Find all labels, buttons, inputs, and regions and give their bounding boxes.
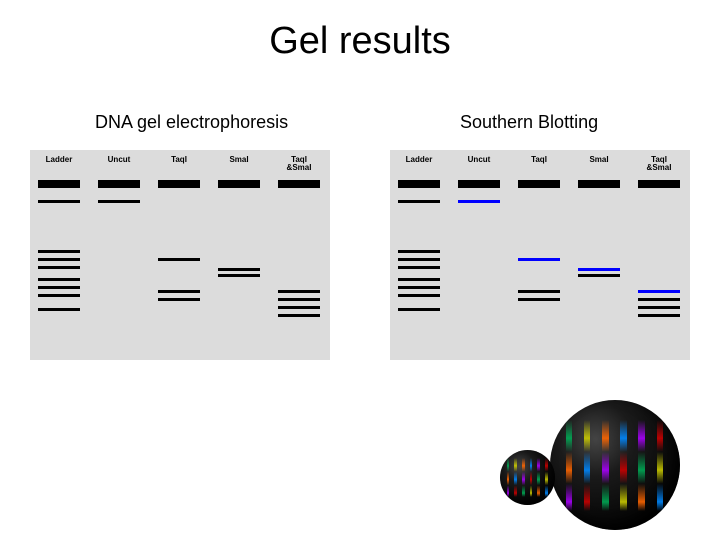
gel-band bbox=[38, 250, 80, 253]
gel-band bbox=[278, 298, 320, 301]
gel-band bbox=[638, 180, 680, 188]
deco-stripe bbox=[537, 458, 540, 497]
deco-stripe bbox=[657, 420, 664, 511]
deco-sphere-small bbox=[500, 450, 555, 505]
panel-subtitle-right: Southern Blotting bbox=[460, 112, 598, 133]
gel-band bbox=[38, 258, 80, 261]
deco-stripe bbox=[584, 420, 591, 511]
lane-label: TaqI bbox=[156, 156, 202, 164]
lane-label: TaqI bbox=[516, 156, 562, 164]
gel-band bbox=[578, 274, 620, 277]
gel-band bbox=[518, 258, 560, 261]
gel-band bbox=[38, 266, 80, 269]
lane: TaqI&SmaI bbox=[636, 150, 682, 360]
gel-band bbox=[38, 278, 80, 281]
gel-band bbox=[38, 200, 80, 203]
lane-label: TaqI&SmaI bbox=[276, 156, 322, 172]
gel-band bbox=[98, 180, 140, 188]
lane-label: SmaI bbox=[576, 156, 622, 164]
lane: SmaI bbox=[576, 150, 622, 360]
gel-band bbox=[398, 294, 440, 297]
gel-band bbox=[98, 200, 140, 203]
gel-band bbox=[278, 306, 320, 309]
gel-band bbox=[278, 180, 320, 188]
gel-band bbox=[158, 298, 200, 301]
lane: Ladder bbox=[396, 150, 442, 360]
gel-band bbox=[518, 180, 560, 188]
deco-stripe bbox=[530, 458, 533, 497]
gel-band bbox=[518, 298, 560, 301]
gel-band bbox=[398, 200, 440, 203]
gel-band bbox=[278, 290, 320, 293]
lane: Uncut bbox=[456, 150, 502, 360]
gel-band bbox=[518, 290, 560, 293]
gel-band bbox=[638, 306, 680, 309]
gel-band bbox=[278, 314, 320, 317]
panel-subtitle-left: DNA gel electrophoresis bbox=[95, 112, 288, 133]
gel-band bbox=[38, 286, 80, 289]
deco-stripe bbox=[602, 420, 609, 511]
gel-panel-right: Ladder Uncut TaqI SmaI TaqI&SmaI bbox=[390, 150, 690, 360]
lane: Uncut bbox=[96, 150, 142, 360]
deco-stripe bbox=[566, 420, 573, 511]
gel-band bbox=[578, 180, 620, 188]
gel-band bbox=[218, 274, 260, 277]
gel-band bbox=[638, 290, 680, 293]
gel-band bbox=[38, 308, 80, 311]
gel-band bbox=[218, 268, 260, 271]
gel-band bbox=[398, 266, 440, 269]
gel-panel-left: Ladder Uncut TaqI SmaI TaqI&SmaI bbox=[30, 150, 330, 360]
gel-band bbox=[458, 180, 500, 188]
lane: TaqI bbox=[516, 150, 562, 360]
gel-band bbox=[398, 258, 440, 261]
gel-band bbox=[458, 200, 500, 203]
gel-band bbox=[398, 180, 440, 188]
gel-band bbox=[218, 180, 260, 188]
lane: Ladder bbox=[36, 150, 82, 360]
deco-stripe bbox=[507, 458, 510, 497]
deco-stripe bbox=[522, 458, 525, 497]
deco-stripe bbox=[545, 458, 548, 497]
page-title: Gel results bbox=[0, 20, 720, 63]
deco-stripe bbox=[638, 420, 645, 511]
gel-band bbox=[398, 286, 440, 289]
deco-sphere-big bbox=[550, 400, 680, 530]
lane-label: Ladder bbox=[396, 156, 442, 164]
lane: SmaI bbox=[216, 150, 262, 360]
lane: TaqI&SmaI bbox=[276, 150, 322, 360]
gel-band bbox=[638, 314, 680, 317]
gel-band bbox=[398, 278, 440, 281]
deco-stripe bbox=[514, 458, 517, 497]
lane-label: Uncut bbox=[456, 156, 502, 164]
lane-label: Uncut bbox=[96, 156, 142, 164]
gel-band bbox=[398, 308, 440, 311]
gel-band bbox=[638, 298, 680, 301]
gel-band bbox=[398, 250, 440, 253]
deco-stripe bbox=[620, 420, 627, 511]
gel-band bbox=[578, 268, 620, 271]
gel-band bbox=[38, 294, 80, 297]
gel-band bbox=[158, 180, 200, 188]
gel-band bbox=[158, 258, 200, 261]
lane: TaqI bbox=[156, 150, 202, 360]
lane-label: SmaI bbox=[216, 156, 262, 164]
lane-label: TaqI&SmaI bbox=[636, 156, 682, 172]
lane-label: Ladder bbox=[36, 156, 82, 164]
gel-band bbox=[158, 290, 200, 293]
gel-band bbox=[38, 180, 80, 188]
